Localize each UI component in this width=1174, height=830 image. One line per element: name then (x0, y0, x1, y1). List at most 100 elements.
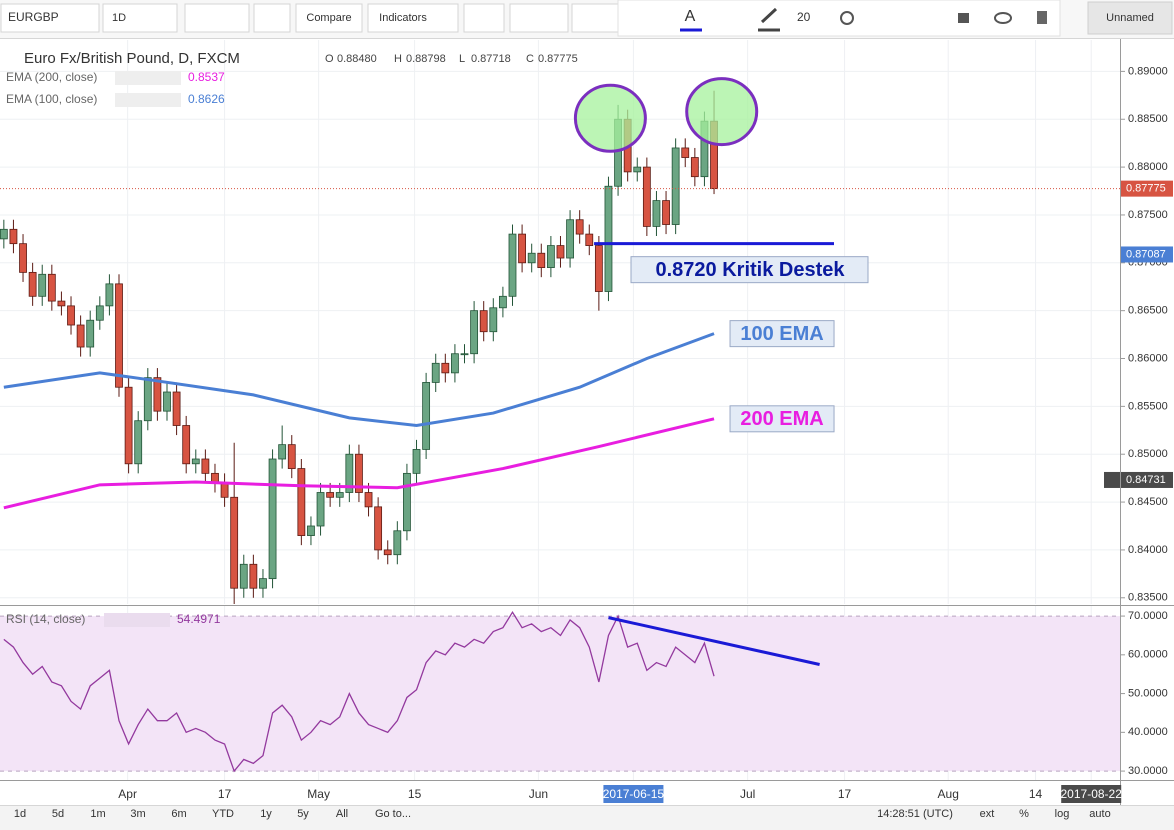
chart-style[interactable] (184, 3, 250, 33)
eye-icon[interactable] (994, 12, 1012, 24)
candle-body (662, 200, 670, 225)
candle-body (239, 563, 248, 589)
range-button[interactable]: 5d (52, 808, 64, 820)
x-tick-label: Jul (740, 787, 755, 801)
candle-body (67, 305, 75, 326)
range-button[interactable]: 1y (260, 808, 272, 820)
candle-body (201, 458, 210, 474)
ohlc-key: C (526, 53, 534, 65)
ema-label: 100 EMA (740, 323, 823, 345)
candle-body (527, 252, 536, 264)
interval-box[interactable] (102, 3, 178, 33)
candle-body (57, 300, 66, 307)
compare-label[interactable]: Compare (306, 12, 351, 24)
rsi-trendline (608, 616, 820, 666)
price-label-tag (1121, 180, 1173, 197)
y-tick-label: 40.0000 (1128, 726, 1168, 738)
lock-icon[interactable] (958, 13, 969, 23)
candle-body (95, 305, 104, 321)
range-button[interactable]: 3m (130, 808, 145, 820)
x-tick-label: 14 (1029, 787, 1043, 801)
candle-body (508, 233, 517, 297)
candle-body (470, 310, 479, 355)
overlay: Euro Fx/British Pound, D, FXCM Apr 17 May 1… (6, 50, 1173, 820)
price-label-tag (1121, 471, 1173, 488)
y-tick-label: 0.83500 (1128, 592, 1168, 604)
gear-icon[interactable] (840, 11, 854, 25)
scale-option[interactable]: ext (980, 808, 995, 820)
chart-title: Euro Fx/British Pound, D, FXCM (24, 50, 240, 67)
range-button[interactable]: 6m (171, 808, 186, 820)
y-tick-label: 0.87500 (1128, 209, 1168, 221)
candle-body (403, 472, 411, 532)
x-tick-label: 15 (408, 787, 422, 801)
y-tick-label: 0.84000 (1128, 544, 1168, 556)
ohlc-key: H (394, 53, 402, 65)
candle-body (642, 166, 651, 227)
candle-body (47, 273, 56, 302)
y-tick-label: 60.0000 (1128, 649, 1168, 661)
ideas-button[interactable] (509, 3, 569, 33)
candle-body (594, 245, 603, 292)
highlight-circle (573, 83, 647, 153)
candle-body (460, 353, 469, 356)
price-pane (0, 77, 1120, 604)
compare-button[interactable] (295, 3, 363, 33)
scale-option[interactable]: log (1055, 808, 1070, 820)
indicators-label[interactable]: Indicators (379, 12, 427, 24)
plus-box (1104, 471, 1120, 488)
ohlc-key: L (459, 53, 465, 65)
range-button[interactable]: 1d (14, 808, 26, 820)
rsi-band (0, 616, 1120, 772)
candle-body (671, 147, 680, 225)
undo-redo[interactable] (571, 3, 623, 33)
indicators-button[interactable] (367, 3, 459, 33)
y-tick-label: 50.0000 (1128, 687, 1168, 699)
rsi-pane (0, 610, 1120, 773)
candle-body (249, 563, 258, 589)
candle-body (268, 458, 277, 580)
bottom-bar (0, 805, 1174, 830)
candle-body (681, 147, 690, 158)
candle-body (143, 377, 152, 422)
candle-body (230, 496, 239, 589)
candle-body (690, 157, 699, 178)
toolbar: EURGBP 1D Compare Indicators A 20 Unname… (0, 0, 1174, 38)
rsi-line (3, 610, 715, 773)
x-tick-label: 17 (218, 787, 232, 801)
scale-option[interactable]: % (1019, 808, 1029, 820)
scale-option[interactable]: auto (1089, 808, 1110, 820)
candle-body (307, 525, 315, 536)
trash-icon[interactable] (1037, 11, 1047, 24)
range-button[interactable]: Go to... (375, 808, 411, 820)
range-button[interactable]: 1m (90, 808, 105, 820)
layout-box[interactable] (1087, 1, 1173, 35)
price-label-tag (1121, 246, 1173, 263)
candle-body (9, 228, 18, 245)
candle-body (431, 362, 440, 383)
range-button[interactable]: YTD (212, 808, 234, 820)
y-tick-label: 0.86000 (1128, 352, 1168, 364)
candle-body (182, 425, 191, 465)
candle-body (575, 219, 584, 235)
settings-button[interactable] (253, 3, 291, 33)
ohlc-key: O (325, 53, 334, 65)
y-tick-label: 0.85000 (1128, 448, 1168, 460)
alert-button[interactable] (463, 3, 505, 33)
font-size[interactable]: 20 (797, 10, 811, 24)
highlight-circle (685, 77, 759, 147)
candle-body (163, 391, 171, 412)
candle-body (191, 458, 200, 465)
study-legend-icons (115, 71, 181, 85)
symbol-box[interactable] (0, 3, 100, 33)
text-icon[interactable]: A (685, 8, 696, 25)
layout-name[interactable]: Unnamed (1106, 12, 1154, 24)
pen-icon[interactable] (760, 7, 778, 24)
x-tick-label: 2017-08-22 (1061, 787, 1123, 801)
y-tick-label: 70.0000 (1128, 610, 1168, 622)
range-button[interactable]: All (336, 808, 348, 820)
candle-body (345, 453, 354, 493)
range-button[interactable]: 5y (297, 808, 309, 820)
y-tick-label: 0.88000 (1128, 161, 1168, 173)
candle-body (383, 549, 392, 556)
